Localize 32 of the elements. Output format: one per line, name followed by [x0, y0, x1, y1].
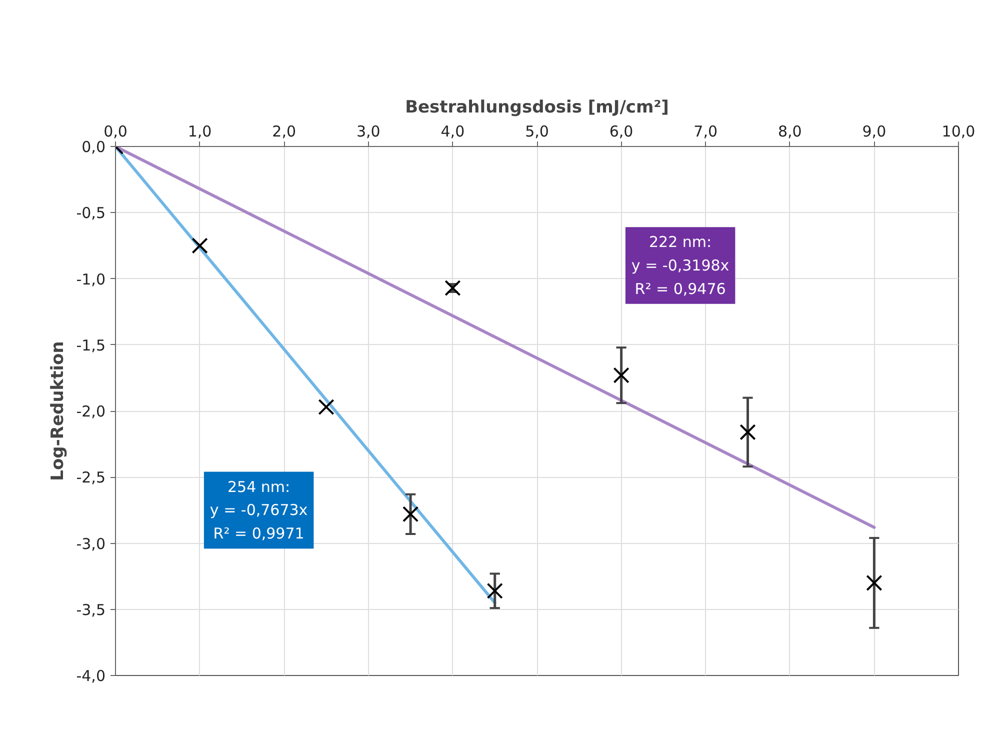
point: [486, 582, 503, 599]
x-tick-label: 0,0: [104, 122, 128, 140]
y-tick-label: -2,0: [76, 402, 106, 420]
y-tick-label: -1,0: [76, 270, 106, 288]
y-tick-label: -3,0: [76, 534, 106, 553]
x-tick-label: 6,0: [609, 122, 634, 140]
x-axis-title: Bestrahlungsdosis [mJ/cm²]: [405, 98, 669, 118]
x-tick-label: 1,0: [188, 122, 212, 140]
x-tick-label: 8,0: [778, 122, 802, 140]
x-tick-label: 5,0: [525, 122, 549, 140]
x-tick-label: 9,0: [862, 122, 886, 140]
point: [613, 367, 630, 384]
y-tick-label: -4,0: [76, 667, 106, 685]
point: [866, 574, 882, 591]
annotation: 254 nm: y = -0,7673x R² = 0,9971: [210, 478, 308, 543]
y-tick-label: -0,5: [76, 204, 106, 222]
point: [318, 398, 334, 416]
point: [740, 424, 756, 440]
x-tick-label: 3,0: [356, 122, 380, 140]
y-tick-label: -1,5: [76, 336, 106, 354]
point: [444, 280, 461, 296]
y-tick-label: 0,0: [82, 138, 106, 156]
x-tick-label: 2,0: [272, 122, 296, 140]
x-tick-label: 10,0: [942, 122, 976, 140]
y-tick-label: -2,5: [76, 468, 106, 487]
point: [402, 506, 419, 522]
y-axis-title: Log-Reduktion: [48, 341, 68, 481]
point: [192, 238, 208, 254]
x-tick-label: 4,0: [440, 122, 465, 140]
annotation: 222 nm: y = -0,3198x R² = 0,9476: [631, 233, 730, 298]
x-tick-label: 7,0: [694, 122, 718, 140]
y-tick-label: -3,5: [76, 600, 106, 619]
